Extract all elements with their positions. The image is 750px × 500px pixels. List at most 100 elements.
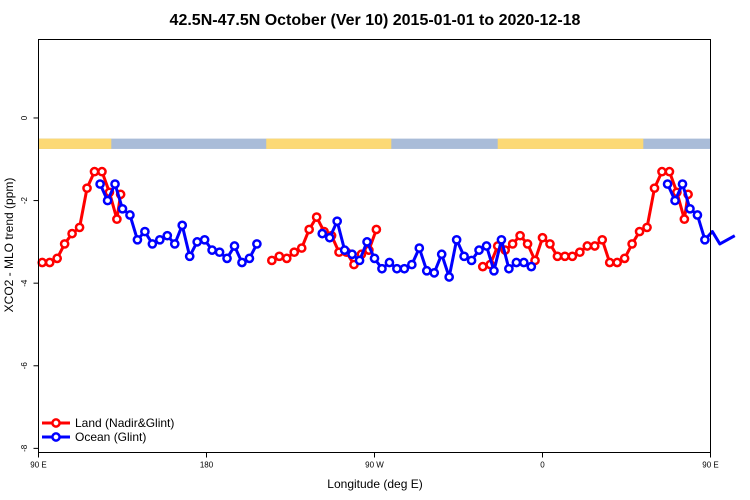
land-band-segment (266, 138, 392, 149)
y-tick-label: 0 (20, 115, 29, 120)
data-point (451, 234, 462, 245)
data-point (117, 203, 128, 214)
data-point (421, 265, 432, 276)
data-point (504, 263, 514, 274)
data-point (604, 257, 615, 268)
data-point (700, 234, 710, 245)
series-layer (37, 166, 736, 282)
data-point (414, 243, 425, 253)
x-tick-label: 90 W (365, 461, 384, 470)
data-point (459, 251, 469, 262)
data-point (324, 232, 335, 243)
data-point (496, 234, 507, 245)
data-point (444, 272, 455, 282)
data-point (560, 251, 570, 262)
data-point (244, 253, 255, 264)
data-point (657, 166, 667, 177)
data-point (237, 257, 247, 268)
data-point (132, 234, 143, 245)
data-point (67, 228, 77, 239)
data-point (354, 255, 365, 266)
data-point (574, 247, 585, 258)
x-axis-label: Longitude (deg E) (327, 477, 422, 491)
data-point (685, 203, 695, 214)
data-point (74, 222, 85, 233)
data-point (511, 257, 522, 268)
series-1 (95, 179, 736, 282)
data-point (515, 230, 525, 241)
data-point (537, 232, 548, 243)
data-point (274, 251, 285, 262)
data-point (37, 257, 48, 268)
data-point (522, 239, 533, 249)
data-point (567, 251, 578, 262)
data-point (371, 224, 382, 235)
data-point (52, 253, 63, 264)
data-point (199, 234, 210, 245)
data-point (110, 179, 120, 189)
data-point (112, 214, 122, 225)
legend-marker (51, 432, 61, 442)
data-point (214, 247, 225, 258)
data-point (252, 239, 262, 249)
data-point (369, 253, 380, 264)
data-point (229, 241, 240, 251)
data-point (147, 239, 158, 249)
data-point (377, 263, 387, 274)
data-point (392, 263, 402, 274)
data-point (627, 239, 637, 249)
data-point (545, 239, 555, 249)
data-point (347, 249, 357, 260)
data-point (406, 259, 417, 270)
land-band-segment (497, 138, 644, 149)
data-point (582, 241, 593, 251)
data-point (692, 210, 703, 220)
data-point (399, 263, 410, 274)
data-point (489, 265, 499, 276)
data-point (332, 216, 343, 227)
data-point (477, 261, 488, 272)
data-point (597, 234, 608, 245)
data-point (266, 255, 277, 266)
y-tick-label: -4 (20, 279, 29, 287)
data-point (222, 253, 232, 264)
data-point (634, 226, 645, 237)
data-point (296, 243, 307, 253)
data-point (304, 224, 315, 235)
x-tick-label: 90 E (702, 461, 718, 470)
data-point (474, 245, 484, 255)
data-point (429, 267, 440, 278)
series-line (42, 170, 123, 265)
data-point (44, 257, 55, 268)
legend: Land (Nadir&Glint)Ocean (Glint) (42, 416, 174, 444)
data-point (281, 253, 292, 264)
data-point (662, 179, 673, 189)
data-point (95, 179, 105, 189)
data-point (679, 214, 690, 225)
data-point (82, 183, 92, 194)
legend-label: Land (Nadir&Glint) (75, 416, 174, 430)
land-ocean-band (38, 138, 711, 149)
data-point (154, 234, 165, 245)
data-point (518, 257, 529, 268)
data-point (162, 230, 173, 241)
data-point (192, 237, 203, 247)
x-tick-label: 0 (540, 461, 545, 470)
data-point (384, 257, 395, 268)
x-tick-label: 90 E (30, 461, 46, 470)
axes-layer: 90 E 180 90 W 0 90 E 0 -2 -4 -6 -8 (20, 115, 719, 469)
data-point (664, 166, 675, 177)
plot-frame (38, 39, 711, 453)
data-point (670, 195, 680, 206)
data-point (184, 251, 195, 262)
data-point (642, 222, 652, 233)
y-axis-label: XCO2 - MLO trend (ppm) (2, 178, 16, 313)
data-point (177, 220, 188, 231)
y-tick-label: -8 (20, 444, 29, 452)
x-tick-label: 180 (200, 461, 214, 470)
legend-label: Ocean (Glint) (75, 430, 146, 444)
data-point (207, 245, 217, 255)
data-point (466, 255, 477, 266)
data-point (125, 210, 135, 220)
